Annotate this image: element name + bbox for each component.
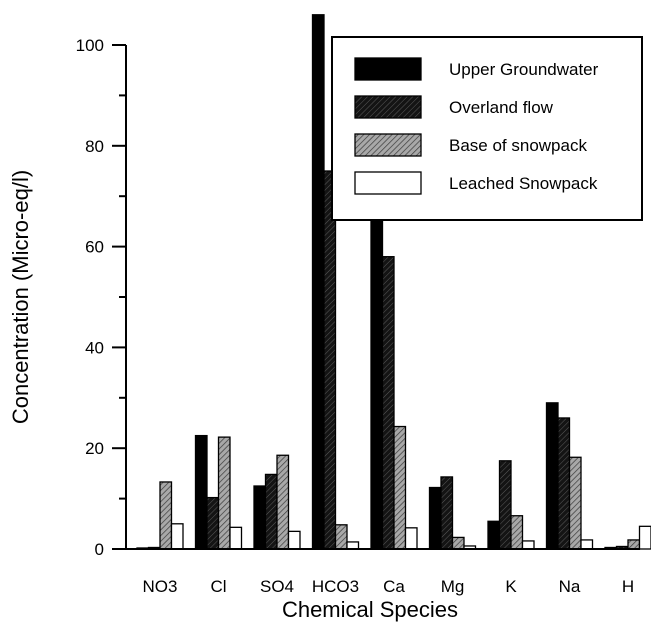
bar-k-upper-groundwater (488, 521, 500, 549)
legend-swatch-base-of-snowpack (355, 134, 421, 156)
bar-so4-base-of-snowpack (277, 455, 289, 549)
bar-k-overland-flow (500, 461, 512, 549)
bar-hco3-overland-flow (324, 171, 336, 549)
bar-cl-overland-flow (207, 498, 219, 549)
x-tick-label: HCO3 (312, 577, 359, 596)
bar-mg-upper-groundwater (430, 488, 442, 549)
bar-hco3-leached-snowpack (347, 542, 359, 549)
bar-no3-base-of-snowpack (160, 482, 172, 549)
bar-na-overland-flow (558, 418, 570, 549)
bar-ca-upper-groundwater (371, 221, 383, 549)
bar-ca-leached-snowpack (406, 528, 418, 549)
bar-so4-leached-snowpack (289, 531, 301, 549)
x-tick-label: SO4 (260, 577, 294, 596)
legend-label-leached-snowpack: Leached Snowpack (449, 174, 598, 193)
x-tick-label: Mg (441, 577, 465, 596)
x-tick-label: K (505, 577, 517, 596)
bar-k-leached-snowpack (523, 541, 535, 549)
y-tick-label: 0 (95, 540, 104, 559)
x-axis-tick-labels: NO3 Cl SO4 HCO3 Ca Mg K Na H (143, 577, 635, 596)
bar-hco3-upper-groundwater (313, 15, 325, 549)
bar-mg-overland-flow (441, 477, 453, 549)
bar-ca-overland-flow (383, 257, 395, 549)
y-tick-label: 60 (85, 238, 104, 257)
bar-so4-overland-flow (266, 474, 278, 549)
bar-mg-base-of-snowpack (453, 537, 465, 549)
x-tick-label: NO3 (143, 577, 178, 596)
y-axis-ticks: 0 20 40 60 80 100 (76, 36, 126, 559)
legend: Upper Groundwater Overland flow Base of sn… (332, 37, 642, 220)
legend-swatch-upper-groundwater (355, 58, 421, 80)
bar-ca-base-of-snowpack (394, 427, 406, 549)
bar-na-upper-groundwater (547, 403, 559, 549)
x-tick-label: Cl (210, 577, 226, 596)
bar-na-base-of-snowpack (570, 457, 582, 549)
legend-swatch-leached-snowpack (355, 172, 421, 194)
legend-label-overland-flow: Overland flow (449, 98, 554, 117)
bar-so4-upper-groundwater (254, 486, 266, 549)
legend-label-upper-groundwater: Upper Groundwater (449, 60, 599, 79)
y-tick-label: 80 (85, 137, 104, 156)
x-tick-label: Ca (383, 577, 405, 596)
bar-cl-base-of-snowpack (219, 437, 231, 549)
y-tick-label: 20 (85, 439, 104, 458)
bar-h-leached-snowpack (640, 526, 651, 549)
x-tick-label: Na (559, 577, 581, 596)
legend-swatch-overland-flow (355, 96, 421, 118)
x-tick-label: H (622, 577, 634, 596)
legend-label-base-of-snowpack: Base of snowpack (449, 136, 587, 155)
bar-cl-leached-snowpack (230, 527, 242, 549)
y-axis-title: Concentration (Micro-eq/l) (8, 170, 33, 424)
y-tick-label: 100 (76, 36, 104, 55)
bar-h-base-of-snowpack (628, 540, 640, 549)
bar-cl-upper-groundwater (196, 436, 208, 549)
bar-na-leached-snowpack (581, 540, 593, 549)
x-axis-title: Chemical Species (282, 597, 458, 622)
y-tick-label: 40 (85, 338, 104, 357)
bar-no3-leached-snowpack (172, 524, 184, 549)
bar-k-base-of-snowpack (511, 516, 523, 549)
bar-hco3-base-of-snowpack (336, 525, 348, 549)
